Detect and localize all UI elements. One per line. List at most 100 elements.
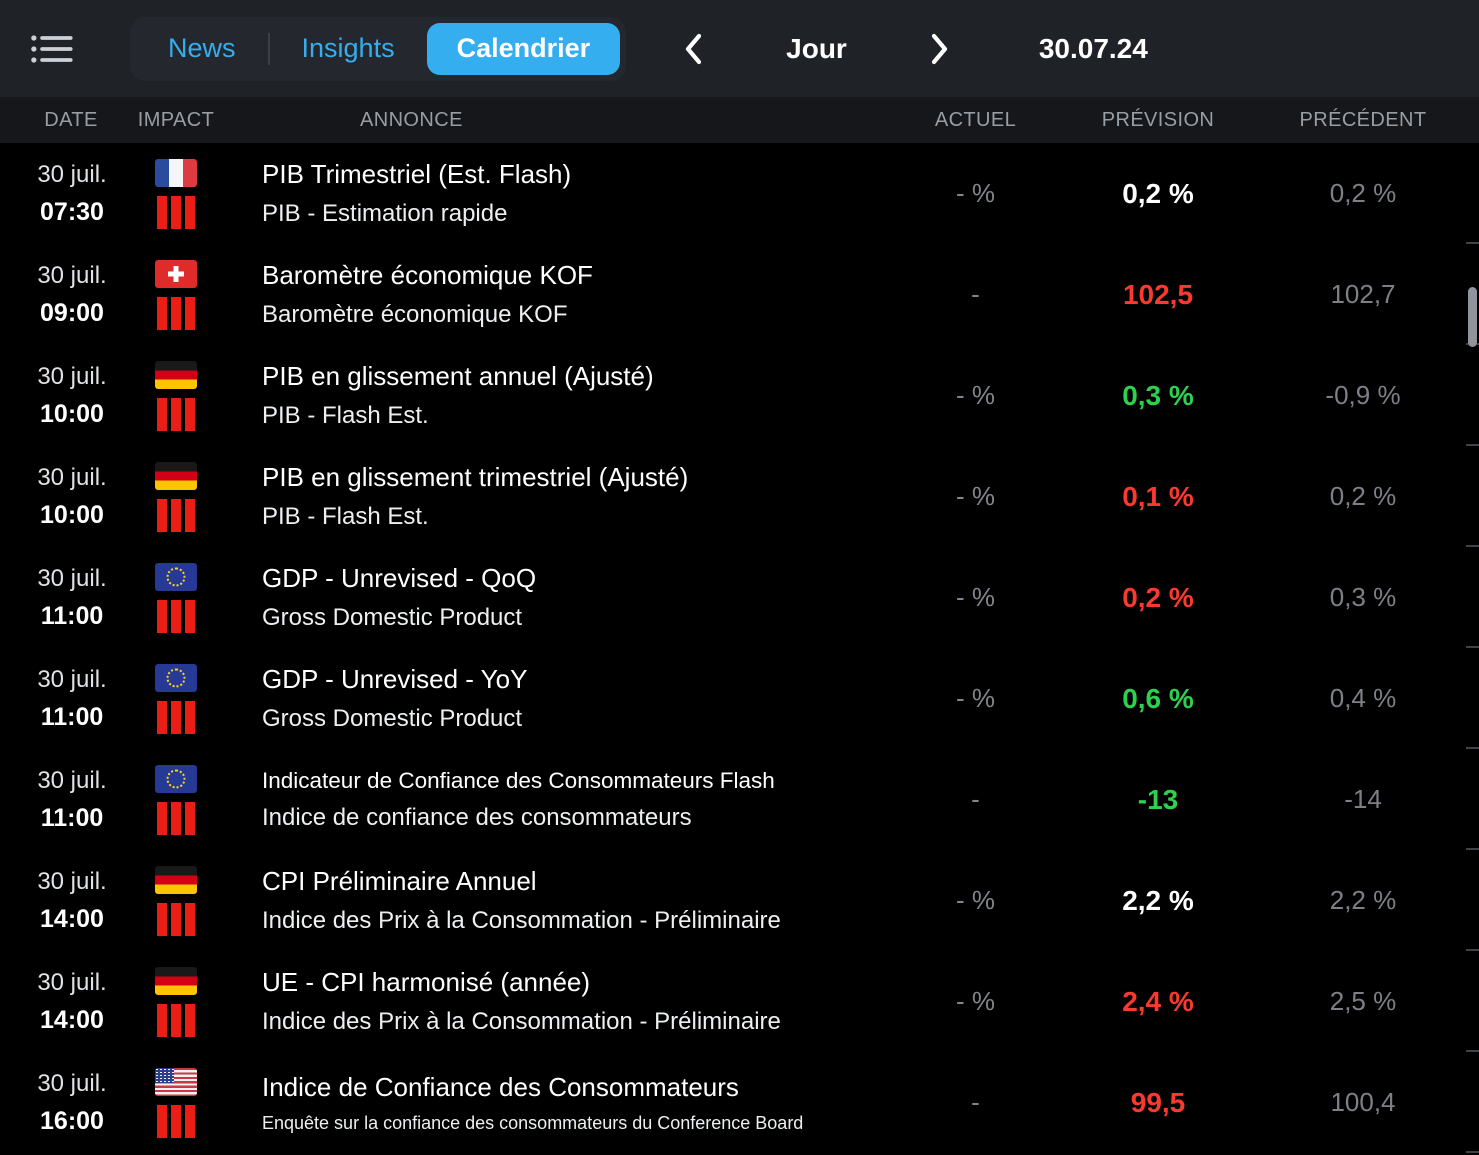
event-time-label: 07:30 [40,197,104,226]
calendar-row[interactable]: 30 juil. 11:00 Indicateur de Confiance d… [0,749,1479,850]
event-previous-value: -0,9 % [1325,380,1401,410]
event-forecast-value: 0,2 % [1122,177,1194,209]
column-header-prevision: PRÉVISION [1101,108,1215,131]
impact-high-icon [157,296,195,330]
event-title: PIB en glissement trimestriel (Ajusté) [262,462,689,492]
impact-high-icon [157,700,195,734]
calendar-row[interactable]: 30 juil. 11:00 GDP - Unrevised - YoY Gro… [0,648,1479,749]
event-time-label: 14:00 [40,1005,104,1034]
previous-day-button[interactable] [682,33,704,65]
event-date: 30 juil. 10:00 [0,363,130,429]
event-impact [130,1067,222,1138]
day-navigation: Jour [682,33,951,65]
event-subtitle: Indice des Prix à la Consommation - Prél… [262,907,781,934]
column-header-precedent: PRÉCÉDENT [1299,108,1427,131]
event-announcement: GDP - Unrevised - QoQ Gross Domestic Pro… [222,563,898,632]
calendar-row[interactable]: 30 juil. 14:00 UE - CPI harmonisé (année… [0,951,1479,1052]
event-actual-value: - % [956,683,995,713]
country-flag-icon [155,1067,197,1096]
event-previous-value: -14 [1344,784,1382,814]
event-title: PIB en glissement annuel (Ajusté) [262,361,654,391]
chevron-left-icon [686,33,702,64]
event-forecast-value: 0,2 % [1122,581,1194,613]
menu-button[interactable] [30,25,86,73]
calendar-row[interactable]: 30 juil. 14:00 CPI Préliminaire Annuel I… [0,850,1479,951]
event-announcement: UE - CPI harmonisé (année) Indice des Pr… [222,967,898,1036]
scrollbar-thumb[interactable] [1468,287,1477,347]
event-forecast-value: 102,5 [1122,278,1194,310]
event-announcement: PIB Trimestriel (Est. Flash) PIB - Estim… [222,159,898,228]
event-date-label: 30 juil. [37,261,107,289]
event-date: 30 juil. 10:00 [0,464,130,530]
event-forecast-value: 0,3 % [1122,379,1194,411]
event-date: 30 juil. 14:00 [0,868,130,934]
event-date: 30 juil. 11:00 [0,666,130,732]
event-impact [130,764,222,835]
event-announcement: CPI Préliminaire Annuel Indice des Prix … [222,866,898,935]
tab-insights[interactable]: Insights [270,23,427,75]
event-actual-value: - [971,1087,980,1117]
event-forecast-value: 99,5 [1130,1086,1186,1118]
event-title: GDP - Unrevised - YoY [262,664,528,694]
event-date-label: 30 juil. [37,665,107,693]
chevron-right-icon [931,33,947,64]
calendar-row[interactable]: 30 juil. 09:00 Baromètre économique KOF … [0,244,1479,345]
country-flag-icon [155,158,197,187]
event-title: PIB Trimestriel (Est. Flash) [262,159,572,189]
event-time-label: 09:00 [40,298,104,327]
event-subtitle: Indice des Prix à la Consommation - Prél… [262,1008,781,1035]
column-header-date: DATE [44,108,98,131]
tab-news[interactable]: News [136,23,268,75]
calendar-row[interactable]: 30 juil. 11:00 GDP - Unrevised - QoQ Gro… [0,547,1479,648]
event-date: 30 juil. 11:00 [0,565,130,631]
event-actual-value: - % [956,481,995,511]
country-flag-icon [155,865,197,894]
calendar-row[interactable]: 30 juil. 07:30 PIB Trimestriel (Est. Fla… [0,143,1479,244]
event-forecast-value: 2,4 % [1122,985,1194,1017]
impact-high-icon [157,801,195,835]
country-flag-icon [155,461,197,490]
event-announcement: Baromètre économique KOF Baromètre écono… [222,260,898,329]
event-previous-value: 2,2 % [1329,885,1397,915]
event-impact [130,461,222,532]
event-forecast-value: 0,6 % [1122,682,1194,714]
next-day-button[interactable] [929,33,951,65]
event-actual-value: - % [956,885,995,915]
event-actual-value: - % [956,582,995,612]
event-subtitle: Enquête sur la confiance des consommateu… [262,1112,804,1133]
impact-high-icon [157,195,195,229]
column-header-impact: IMPACT [137,108,215,131]
event-time-label: 10:00 [40,500,104,529]
event-subtitle: Gross Domestic Product [262,604,523,631]
event-subtitle: Gross Domestic Product [262,705,523,732]
impact-high-icon [157,902,195,936]
calendar-row[interactable]: 30 juil. 10:00 PIB en glissement annuel … [0,345,1479,446]
country-flag-icon [155,562,197,591]
event-date: 30 juil. 07:30 [0,161,130,227]
event-announcement: PIB en glissement annuel (Ajusté) PIB - … [222,361,898,430]
event-forecast-value: 0,1 % [1122,480,1194,512]
event-date: 30 juil. 16:00 [0,1070,130,1136]
view-tabs: News Insights Calendrier [130,16,627,81]
impact-high-icon [157,397,195,431]
event-time-label: 10:00 [40,399,104,428]
calendar-row[interactable]: 30 juil. 10:00 PIB en glissement trimest… [0,446,1479,547]
event-title: CPI Préliminaire Annuel [262,866,537,896]
event-actual-value: - [971,784,980,814]
scrollbar [1465,97,1479,1155]
tab-calendrier[interactable]: Calendrier [426,22,621,75]
event-announcement: Indicateur de Confiance des Consommateur… [222,768,898,832]
event-time-label: 11:00 [40,601,104,630]
country-flag-icon [155,259,197,288]
event-forecast-value: -13 [1137,783,1179,815]
event-actual-value: - % [956,380,995,410]
event-time-label: 11:00 [40,702,104,731]
event-previous-value: 102,7 [1330,279,1396,309]
event-subtitle: Indice de confiance des consommateurs [262,803,692,831]
calendar-row[interactable]: 30 juil. 16:00 Indice de Confiance des C… [0,1052,1479,1153]
event-subtitle: PIB - Estimation rapide [262,200,508,227]
impact-high-icon [157,599,195,633]
country-flag-icon [155,764,197,793]
current-date[interactable]: 30.07.24 [1038,32,1148,64]
event-date-label: 30 juil. [37,463,107,491]
